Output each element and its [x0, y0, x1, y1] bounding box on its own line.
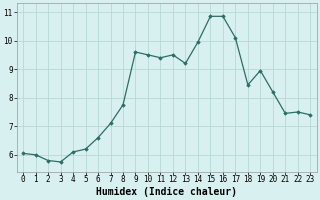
X-axis label: Humidex (Indice chaleur): Humidex (Indice chaleur) — [96, 186, 237, 197]
